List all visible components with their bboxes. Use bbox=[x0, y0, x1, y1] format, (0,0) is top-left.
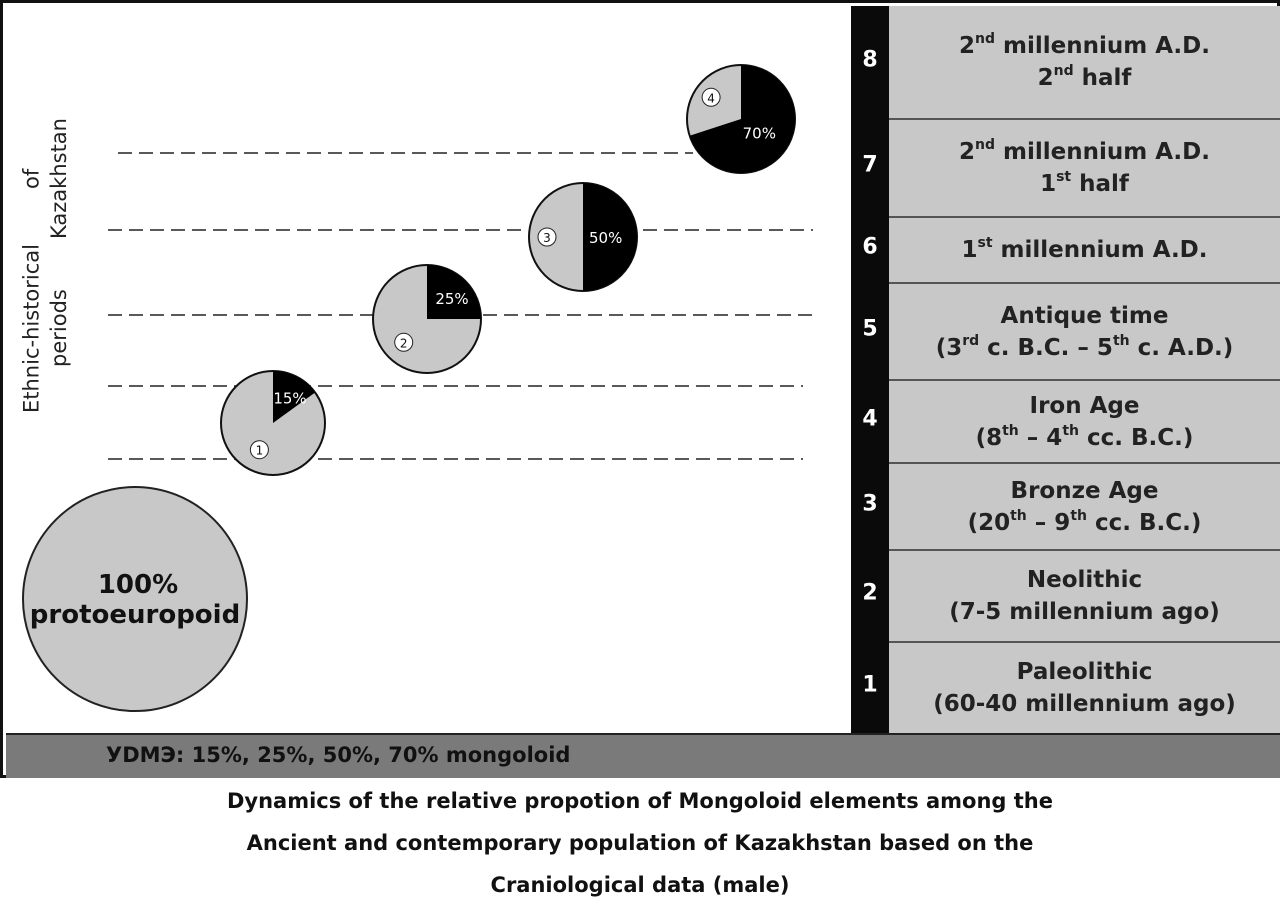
period-row-3: Bronze Age (20th – 9th cc. B.C.) bbox=[889, 462, 1280, 549]
period-number: 8 bbox=[862, 47, 878, 73]
pie-index-badge bbox=[701, 87, 721, 107]
period-line1: Paleolithic bbox=[1016, 659, 1153, 685]
ordinal-suffix: th bbox=[1002, 422, 1019, 439]
period-line2: (20th – 9th cc. B.C.) bbox=[967, 507, 1202, 536]
pie-index-number: 1 bbox=[256, 444, 264, 458]
period-row-7: 2nd millennium A.D. 1st half bbox=[889, 118, 1280, 216]
axis-label: Ethnic-historical periods of Kazakhstan bbox=[11, 118, 81, 418]
period-number: 7 bbox=[862, 152, 878, 178]
period-line2: 1st half bbox=[1040, 169, 1129, 197]
figure-caption: Dynamics of the relative propotion of Mo… bbox=[0, 780, 1280, 906]
period-table: 2nd millennium A.D. 2nd half 2nd millenniu… bbox=[889, 6, 1280, 733]
axis-label-line1: Ethnic-historical periods bbox=[19, 244, 71, 413]
pie-mongoloid-slice bbox=[427, 265, 481, 319]
ordinal-suffix: nd bbox=[1053, 63, 1074, 79]
caption-line: Dynamics of the relative propotion of Mo… bbox=[226, 789, 1054, 813]
diagram-frame: 100% protoeuropoid 15% 1 25% 2 50% 3 70% 4 Ethn… bbox=[0, 0, 1280, 778]
caption-line: Craniological data (male) bbox=[490, 873, 790, 897]
axis-label-line2: of Kazakhstan bbox=[19, 117, 71, 239]
period-row-5: Antique time (3rd c. B.C. – 5th c. A.D.) bbox=[889, 282, 1280, 379]
period-number-column: 8 7 6 5 4 3 2 1 bbox=[851, 6, 889, 733]
ordinal-suffix: th bbox=[1062, 422, 1079, 439]
mongoloid-pie-4: 70% 4 bbox=[686, 64, 796, 174]
pie-mongoloid-slice bbox=[689, 65, 795, 174]
ordinal-suffix: th bbox=[1070, 507, 1087, 524]
period-line1: 2nd millennium A.D. bbox=[958, 137, 1210, 165]
period-number: 4 bbox=[862, 406, 878, 431]
protoeuropoid-base-circle: 100% protoeuropoid bbox=[22, 486, 248, 712]
base-circle-percent: 100% bbox=[98, 570, 178, 600]
period-line2: (8th – 4th cc. B.C.) bbox=[975, 422, 1194, 451]
mongoloid-pie-3: 50% 3 bbox=[528, 182, 638, 292]
period-line2: (60-40 millennium ago) bbox=[933, 691, 1236, 717]
caption-line: Ancient and contemporary population of K… bbox=[246, 831, 1034, 855]
ordinal-suffix: nd bbox=[975, 31, 995, 47]
period-number: 5 bbox=[862, 316, 878, 341]
mongoloid-pie-2: 25% 2 bbox=[372, 264, 482, 374]
period-line2: 2nd half bbox=[1037, 63, 1132, 91]
diagram-canvas: 100% protoeuropoid 15% 1 25% 2 50% 3 70% 4 bbox=[22, 64, 813, 712]
ordinal-suffix: th bbox=[1112, 332, 1130, 349]
period-line1: Bronze Age bbox=[1010, 477, 1159, 504]
period-row-2: Neolithic (7-5 millennium ago) bbox=[889, 549, 1280, 641]
pie-mongoloid-slice bbox=[273, 371, 316, 423]
pie-index-number: 2 bbox=[400, 336, 408, 350]
period-row-4: Iron Age (8th – 4th cc. B.C.) bbox=[889, 379, 1280, 462]
period-line2: (7-5 millennium ago) bbox=[949, 599, 1220, 625]
period-number: 6 bbox=[862, 234, 878, 260]
mongoloid-pie-1: 15% 1 bbox=[220, 370, 326, 476]
period-line1: 1st millennium A.D. bbox=[961, 235, 1208, 263]
period-line1: Iron Age bbox=[1029, 392, 1140, 419]
pie-percent-label: 15% bbox=[273, 390, 306, 408]
period-row-8: 2nd millennium A.D. 2nd half bbox=[889, 6, 1280, 118]
pie-mongoloid-slice bbox=[583, 183, 637, 291]
period-line1: Neolithic bbox=[1026, 567, 1143, 593]
ordinal-suffix: nd bbox=[975, 137, 995, 153]
period-number: 1 bbox=[862, 672, 878, 698]
pie-percent-label: 50% bbox=[589, 229, 622, 247]
ordinal-suffix: rd bbox=[962, 332, 980, 349]
ordinal-suffix: st bbox=[1056, 169, 1072, 185]
legend-text: УDMЭ: 15%, 25%, 50%, 70% mongoloid bbox=[106, 743, 571, 767]
period-line1: Antique time bbox=[1000, 302, 1169, 329]
period-row-6: 1st millennium A.D. bbox=[889, 216, 1280, 282]
period-number: 2 bbox=[862, 580, 878, 606]
period-line1: 2nd millennium A.D. bbox=[958, 31, 1210, 59]
ordinal-suffix: st bbox=[977, 235, 993, 251]
period-line2: (3rd c. B.C. – 5th c. A.D.) bbox=[935, 332, 1234, 361]
pie-index-badge bbox=[537, 227, 557, 247]
legend-bar: УDMЭ: 15%, 25%, 50%, 70% mongoloid bbox=[6, 733, 1280, 778]
pie-index-badge bbox=[394, 332, 414, 352]
pie-percent-label: 25% bbox=[435, 290, 468, 308]
ordinal-suffix: th bbox=[1010, 507, 1027, 524]
base-circle-label: protoeuropoid bbox=[30, 600, 240, 630]
pie-percent-label: 70% bbox=[743, 124, 776, 142]
period-number: 3 bbox=[862, 491, 878, 516]
pie-index-badge bbox=[249, 440, 269, 460]
pie-index-number: 4 bbox=[707, 91, 715, 105]
period-row-1: Paleolithic (60-40 millennium ago) bbox=[889, 641, 1280, 733]
pie-index-number: 3 bbox=[543, 231, 551, 245]
